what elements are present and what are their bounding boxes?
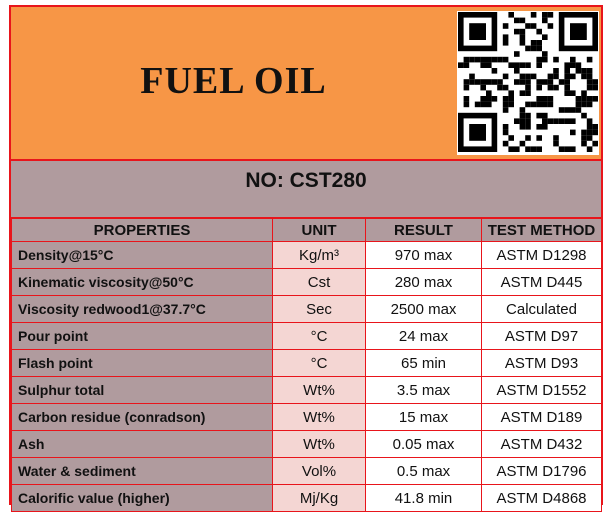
property-cell: Density@15°C [11, 241, 273, 269]
test-method-cell: ASTM D445 [481, 268, 602, 296]
property-cell: Sulphur total [11, 376, 273, 404]
test-method-cell: ASTM D1552 [481, 376, 602, 404]
unit-cell: Wt% [272, 403, 366, 431]
property-cell: Carbon residue (conradson) [11, 403, 273, 431]
column-header-test-method: TEST METHOD [481, 218, 602, 242]
property-cell: Ash [11, 430, 273, 458]
unit-cell: Vol% [272, 457, 366, 485]
test-method-cell: Calculated [481, 295, 602, 323]
spec-sheet: FUEL OIL NO: CST280 PROPERTIES UNIT RESU… [9, 5, 603, 512]
column-header-unit: UNIT [272, 218, 366, 242]
column-header-properties: PROPERTIES [11, 218, 273, 242]
result-cell: 15 max [365, 403, 482, 431]
result-cell: 280 max [365, 268, 482, 296]
properties-table: PROPERTIES UNIT RESULT TEST METHOD Densi… [11, 218, 602, 512]
property-cell: Flash point [11, 349, 273, 377]
result-cell: 0.5 max [365, 457, 482, 485]
property-cell: Kinematic viscosity@50°C [11, 268, 273, 296]
table-row: Kinematic viscosity@50°C Cst 280 max ASTM D… [11, 268, 602, 296]
product-number-bar: NO: CST280 [11, 161, 601, 219]
product-number: NO: CST280 [245, 169, 367, 192]
unit-cell: Cst [272, 268, 366, 296]
result-cell: 3.5 max [365, 376, 482, 404]
unit-cell: Kg/m³ [272, 241, 366, 269]
property-cell: Viscosity redwood1@37.7°C [11, 295, 273, 323]
unit-cell: °C [272, 349, 366, 377]
table-row: Sulphur total Wt% 3.5 max ASTM D1552 [11, 376, 602, 404]
unit-cell: °C [272, 322, 366, 350]
test-method-cell: ASTM D432 [481, 430, 602, 458]
qr-code-icon [457, 11, 599, 155]
unit-cell: Wt% [272, 376, 366, 404]
table-header-row: PROPERTIES UNIT RESULT TEST METHOD [11, 218, 602, 242]
unit-cell: Mj/Kg [272, 484, 366, 512]
table-row: Density@15°C Kg/m³ 970 max ASTM D1298 [11, 241, 602, 269]
test-method-cell: ASTM D4868 [481, 484, 602, 512]
unit-cell: Wt% [272, 430, 366, 458]
table-row: Pour point °C 24 max ASTM D97 [11, 322, 602, 350]
table-row: Flash point °C 65 min ASTM D93 [11, 349, 602, 377]
column-header-result: RESULT [365, 218, 482, 242]
test-method-cell: ASTM D97 [481, 322, 602, 350]
result-cell: 970 max [365, 241, 482, 269]
header-banner: FUEL OIL [11, 7, 601, 161]
result-cell: 0.05 max [365, 430, 482, 458]
property-cell: Calorific value (higher) [11, 484, 273, 512]
result-cell: 41.8 min [365, 484, 482, 512]
result-cell: 24 max [365, 322, 482, 350]
table-row: Water & sediment Vol% 0.5 max ASTM D1796 [11, 457, 602, 485]
table-row: Carbon residue (conradson) Wt% 15 max ASTM … [11, 403, 602, 431]
result-cell: 65 min [365, 349, 482, 377]
document-title: FUEL OIL [140, 60, 327, 102]
test-method-cell: ASTM D1796 [481, 457, 602, 485]
table-row: Viscosity redwood1@37.7°C Sec 2500 max Calc… [11, 295, 602, 323]
table-row: Calorific value (higher) Mj/Kg 41.8 min AST… [11, 484, 602, 512]
property-cell: Water & sediment [11, 457, 273, 485]
test-method-cell: ASTM D1298 [481, 241, 602, 269]
unit-cell: Sec [272, 295, 366, 323]
test-method-cell: ASTM D93 [481, 349, 602, 377]
property-cell: Pour point [11, 322, 273, 350]
test-method-cell: ASTM D189 [481, 403, 602, 431]
result-cell: 2500 max [365, 295, 482, 323]
table-row: Ash Wt% 0.05 max ASTM D432 [11, 430, 602, 458]
